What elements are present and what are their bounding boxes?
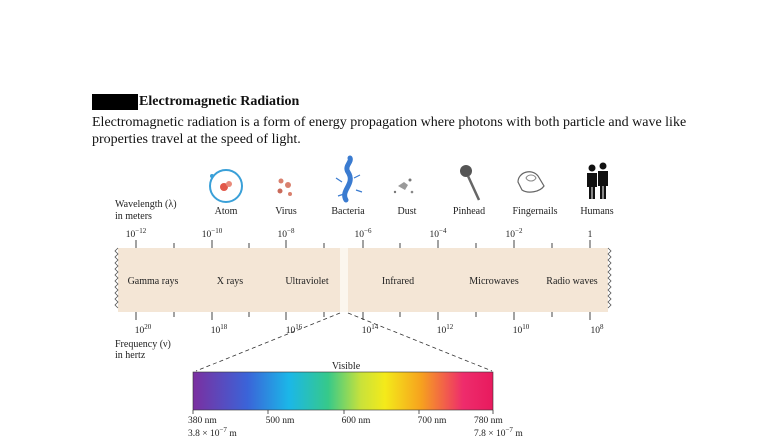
virus-icon — [277, 178, 292, 196]
visible-gap — [340, 248, 348, 312]
object-label-humans: Humans — [580, 206, 613, 217]
band-left-edge — [114, 247, 119, 309]
humans-icon — [587, 162, 608, 199]
band-label-infrared: Infrared — [382, 276, 414, 287]
visible-tick-380: 380 nm — [188, 416, 217, 426]
wavelength-tick-1e-10: 10−10 — [202, 227, 223, 240]
fingernail-icon — [517, 171, 545, 193]
object-label-atom: Atom — [215, 206, 238, 217]
visible-tick-780: 780 nm — [474, 416, 503, 426]
frequency-tick-1e16: 1016 — [286, 323, 303, 336]
wavelength-tick-1e-2: 10−2 — [506, 227, 523, 240]
visible-tick-500: 500 nm — [266, 416, 295, 426]
visible-tick-600: 600 nm — [342, 416, 371, 426]
band-label-gamma: Gamma rays — [128, 276, 179, 287]
wavelength-tick-1e-12: 10−12 — [126, 227, 147, 240]
bacteria-icon — [335, 155, 363, 203]
wavelength-label-line1: Wavelength (λ) — [115, 199, 177, 210]
wavelength-tick-1e-6: 10−6 — [355, 227, 372, 240]
frequency-tick-1e14: 1014 — [362, 323, 379, 336]
visible-sub-right: 7.8 × 10−7 m — [474, 426, 523, 439]
band-label-ultraviolet: Ultraviolet — [285, 276, 329, 287]
wavelength-tick-marks — [135, 240, 591, 248]
heading-title: Electromagnetic Radiation — [139, 94, 300, 109]
atom-icon — [209, 169, 243, 203]
expansion-line-left — [195, 312, 341, 372]
object-label-bacteria: Bacteria — [331, 206, 365, 217]
visible-tick-marks — [192, 410, 494, 414]
wavelength-tick-1: 1 — [588, 230, 593, 240]
frequency-label-line2: in hertz — [115, 350, 146, 361]
visible-tick-700: 700 nm — [418, 416, 447, 426]
band-label-xray: X rays — [217, 276, 243, 287]
frequency-tick-1e8: 108 — [591, 323, 605, 336]
description: Electromagnetic radiation is a form of e… — [92, 115, 687, 147]
wavelength-tick-1e-8: 10−8 — [278, 227, 295, 240]
frequency-tick-1e12: 1012 — [437, 323, 454, 336]
visible-sub-left: 3.8 × 10−7 m — [188, 426, 237, 439]
visible-spectrum — [192, 371, 494, 411]
object-label-pinhead: Pinhead — [453, 206, 485, 217]
spectrum-band — [118, 248, 608, 312]
band-right-edge — [607, 247, 612, 309]
band-label-microwaves: Microwaves — [469, 276, 519, 287]
object-label-fingernails: Fingernails — [513, 206, 558, 217]
frequency-tick-1e10: 1010 — [513, 323, 530, 336]
object-label-dust: Dust — [398, 206, 417, 217]
frequency-tick-1e18: 1018 — [211, 323, 228, 336]
expansion-line-right — [347, 312, 493, 372]
redaction-box — [92, 94, 138, 110]
object-label-virus: Virus — [275, 206, 297, 217]
wavelength-label-line2: in meters — [115, 211, 152, 222]
pinhead-icon — [460, 165, 481, 201]
dust-icon — [393, 178, 414, 194]
band-label-radio: Radio waves — [546, 276, 597, 287]
frequency-label-line1: Frequency (ν) — [115, 339, 171, 350]
wavelength-tick-1e-4: 10−4 — [430, 227, 447, 240]
heading: Electromagnetic Radiation — [92, 94, 299, 110]
visible-label: Visible — [332, 361, 361, 372]
frequency-tick-1e20: 1020 — [135, 323, 152, 336]
